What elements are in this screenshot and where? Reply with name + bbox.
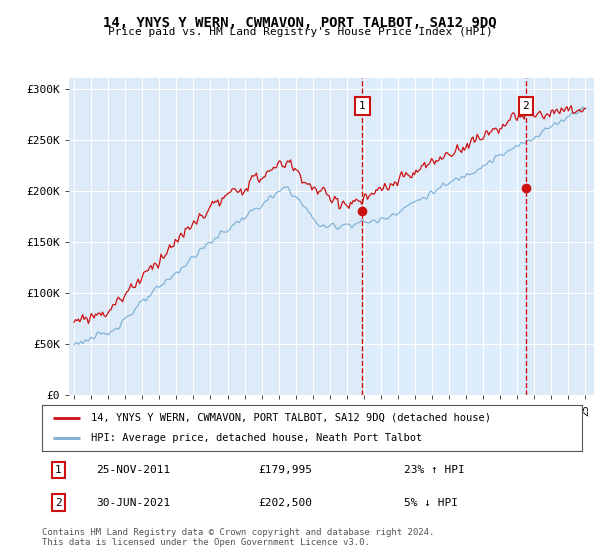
Text: 23% ↑ HPI: 23% ↑ HPI	[404, 465, 464, 475]
Text: 2: 2	[523, 101, 529, 111]
Text: Price paid vs. HM Land Registry's House Price Index (HPI): Price paid vs. HM Land Registry's House …	[107, 27, 493, 37]
Text: 14, YNYS Y WERN, CWMAVON, PORT TALBOT, SA12 9DQ (detached house): 14, YNYS Y WERN, CWMAVON, PORT TALBOT, S…	[91, 413, 491, 423]
Text: 30-JUN-2021: 30-JUN-2021	[96, 498, 170, 507]
Text: 5% ↓ HPI: 5% ↓ HPI	[404, 498, 458, 507]
Text: HPI: Average price, detached house, Neath Port Talbot: HPI: Average price, detached house, Neat…	[91, 433, 422, 443]
Text: Contains HM Land Registry data © Crown copyright and database right 2024.
This d: Contains HM Land Registry data © Crown c…	[42, 528, 434, 547]
Text: 14, YNYS Y WERN, CWMAVON, PORT TALBOT, SA12 9DQ: 14, YNYS Y WERN, CWMAVON, PORT TALBOT, S…	[103, 16, 497, 30]
Text: 1: 1	[359, 101, 366, 111]
Text: £202,500: £202,500	[258, 498, 312, 507]
Text: 1: 1	[55, 465, 62, 475]
Text: 2: 2	[55, 498, 62, 507]
Text: £179,995: £179,995	[258, 465, 312, 475]
Bar	[362, 78, 526, 395]
Text: 25-NOV-2011: 25-NOV-2011	[96, 465, 170, 475]
